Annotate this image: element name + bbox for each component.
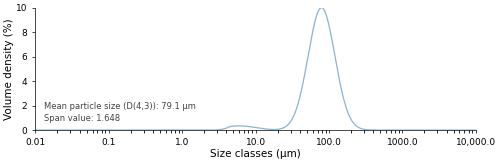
Text: Mean particle size (D(4,3)): 79.1 μm: Mean particle size (D(4,3)): 79.1 μm [44,102,196,111]
X-axis label: Size classes (μm): Size classes (μm) [210,149,301,159]
Y-axis label: Volume density (%): Volume density (%) [4,18,14,120]
Text: Span value: 1.648: Span value: 1.648 [44,114,120,123]
